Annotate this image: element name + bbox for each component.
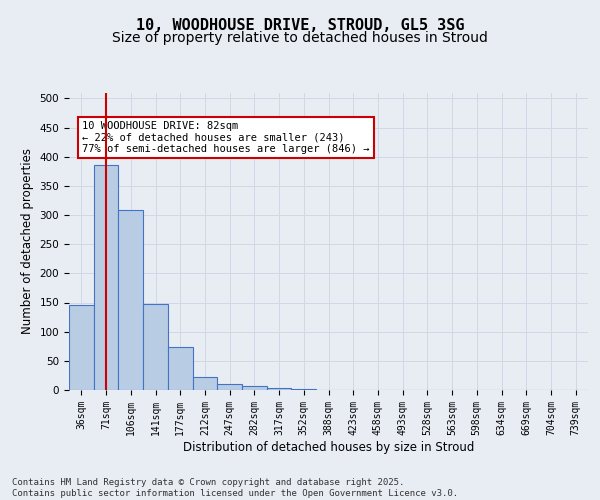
Bar [217, 384, 242, 390]
Bar [292, 389, 316, 390]
Bar [118, 210, 143, 390]
X-axis label: Distribution of detached houses by size in Stroud: Distribution of detached houses by size … [183, 440, 474, 454]
Bar [242, 386, 267, 390]
Text: 10 WOODHOUSE DRIVE: 82sqm
← 22% of detached houses are smaller (243)
77% of semi: 10 WOODHOUSE DRIVE: 82sqm ← 22% of detac… [82, 121, 370, 154]
Bar [94, 166, 118, 390]
Bar [143, 304, 168, 390]
Text: 10, WOODHOUSE DRIVE, STROUD, GL5 3SG: 10, WOODHOUSE DRIVE, STROUD, GL5 3SG [136, 18, 464, 32]
Bar [69, 306, 94, 390]
Text: Size of property relative to detached houses in Stroud: Size of property relative to detached ho… [112, 31, 488, 45]
Bar [193, 377, 217, 390]
Bar [168, 348, 193, 390]
Text: Contains HM Land Registry data © Crown copyright and database right 2025.
Contai: Contains HM Land Registry data © Crown c… [12, 478, 458, 498]
Y-axis label: Number of detached properties: Number of detached properties [21, 148, 34, 334]
Bar [267, 388, 292, 390]
